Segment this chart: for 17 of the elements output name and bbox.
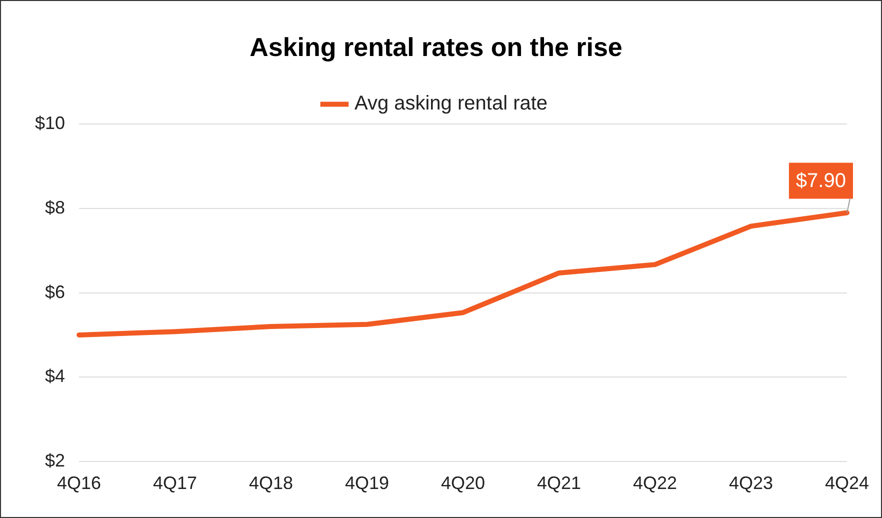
y-tick-label: $2	[45, 450, 66, 470]
legend-label: Avg asking rental rate	[354, 92, 548, 115]
data-label: $7.90	[796, 170, 846, 192]
x-tick-label: 4Q20	[440, 473, 486, 494]
x-tick-label: 4Q24	[824, 473, 870, 494]
x-tick-label: 4Q16	[57, 473, 102, 494]
x-tick-label: 4Q21	[536, 473, 582, 494]
x-tick-label: 4Q18	[248, 473, 294, 494]
y-tick-label: $8	[45, 197, 66, 218]
y-tick-label: $6	[45, 282, 66, 302]
x-tick-label: 4Q17	[153, 473, 198, 494]
y-tick-label: $4	[45, 366, 66, 386]
y-tick-label: $10	[34, 113, 66, 134]
x-tick-label: 4Q23	[728, 473, 774, 494]
chart-title: Asking rental rates on the rise	[250, 32, 622, 62]
x-tick-label: 4Q19	[344, 473, 390, 494]
x-tick-label: 4Q22	[632, 473, 678, 494]
